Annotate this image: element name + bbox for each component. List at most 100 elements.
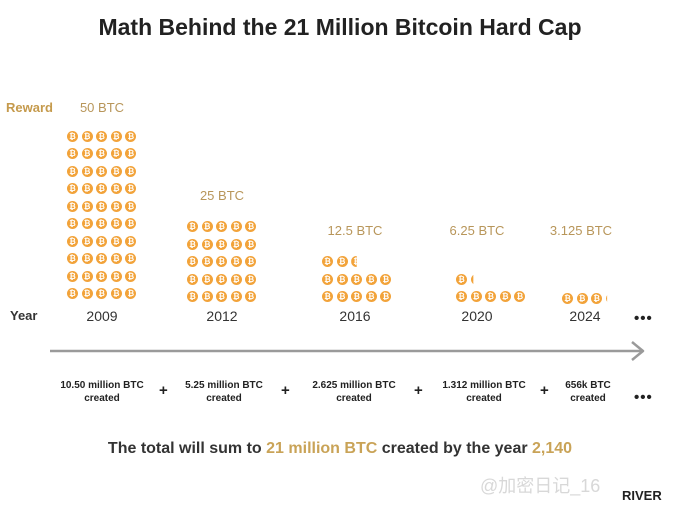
bitcoin-coin-icon: ₿ (67, 218, 78, 229)
created-2012-word: created (206, 393, 242, 404)
bitcoin-coin-icon: ₿ (125, 270, 137, 282)
bitcoin-coin-icon: ₿ (81, 130, 93, 142)
bitcoin-coin-icon: ₿ (216, 221, 228, 232)
bitcoin-coin-icon: ₿ (456, 291, 467, 302)
bitcoin-coin-icon: ₿ (336, 256, 348, 267)
bitcoin-coin-icon: ₿ (201, 291, 213, 302)
created-2009-amount: 10.50 million BTC (60, 380, 144, 391)
plus-sign-4: + (540, 382, 549, 399)
bitcoin-coin-icon: ₿ (230, 221, 242, 232)
bitcoin-coin-icon: ₿ (216, 256, 228, 267)
bitcoin-coin-icon: ₿ (125, 183, 137, 194)
total-middle: created by the year (377, 440, 533, 457)
reward-value-2016: 12.5 BTC (327, 223, 383, 238)
bitcoin-coin-icon: ₿ (67, 270, 78, 282)
page-title: Math Behind the 21 Million Bitcoin Hard … (98, 14, 582, 40)
bitcoin-coin-icon: ₿ (96, 288, 108, 299)
coin-stack-2012: ₿ ₿ ₿ ₿ ₿ ₿ ₿ ₿ ₿ ₿ ₿ ₿ ₿ ₿ ₿ ₿ ₿ ₿ ₿ ₿ ₿ ₿ ₿ ₿ ₿ (187, 212, 262, 302)
bitcoin-coin-icon: ₿ (245, 256, 257, 267)
bitcoin-coin-icon: ₿ (125, 148, 137, 159)
plus-sign-3: + (414, 382, 423, 399)
bitcoin-coin-icon: ₿ (110, 218, 122, 229)
bitcoin-coin-icon: ₿ (322, 256, 333, 267)
created-2020: 1.312 million BTC created (428, 379, 540, 405)
bitcoin-coin-icon: ₿ (336, 291, 348, 302)
plus-sign-2: + (281, 382, 290, 399)
bitcoin-coin-icon: ₿ (110, 200, 122, 212)
bitcoin-coin-icon: ₿ (245, 238, 257, 250)
bitcoin-coin-icon: ₿ (125, 200, 137, 212)
bitcoin-coin-icon: ₿ (245, 273, 257, 285)
reward-value-2020: 6.25 BTC (449, 223, 505, 238)
bitcoin-coin-icon: ₿ (125, 288, 137, 299)
bitcoin-coin-icon: ₿ (67, 148, 78, 159)
bitcoin-coin-icon: ₿ (110, 270, 122, 282)
bitcoin-coin-icon: ₿ (351, 273, 363, 285)
bitcoin-coin-icon: ₿ (230, 291, 242, 302)
bitcoin-coin-icon: ₿ (230, 238, 242, 250)
created-2024-amount: 656k BTC (565, 380, 611, 391)
bitcoin-coin-icon: ₿ (380, 273, 392, 285)
created-2012: 5.25 million BTC created (172, 379, 276, 405)
bitcoin-coin-icon: ₿ (125, 218, 137, 229)
total-prefix: The total will sum to (107, 440, 267, 457)
bitcoin-coin-icon: ₿ (470, 291, 482, 302)
bitcoin-coin-icon: ₿ (201, 238, 213, 250)
bitcoin-coin-icon: ₿ (96, 183, 108, 194)
bitcoin-coin-icon: ₿ (201, 221, 213, 232)
bitcoin-coin-icon: ₿ (110, 130, 122, 142)
bitcoin-coin-icon: ₿ (245, 291, 257, 302)
bitcoin-coin-icon: ₿ (351, 256, 357, 267)
bitcoin-coin-icon: ₿ (499, 291, 511, 302)
year-row-label: Year (10, 308, 38, 323)
bitcoin-coin-icon: ₿ (187, 256, 198, 267)
coin-stack-2024: ₿ ₿ ₿ ₿ (562, 264, 637, 304)
created-2020-amount: 1.312 million BTC (442, 380, 526, 391)
bitcoin-coin-icon: ₿ (110, 183, 122, 194)
bitcoin-coin-icon: ₿ (96, 130, 108, 142)
bitcoin-coin-icon: ₿ (470, 273, 474, 285)
coin-stack-2020: ₿ ₿ ₿ ₿ ₿ ₿ ₿ (456, 247, 531, 302)
bitcoin-coin-icon: ₿ (351, 291, 363, 302)
created-2009: 10.50 million BTC created (42, 379, 162, 405)
bitcoin-coin-icon: ₿ (67, 200, 78, 212)
bitcoin-coin-icon: ₿ (230, 256, 242, 267)
bitcoin-coin-icon: ₿ (96, 270, 108, 282)
timeline-arrow (50, 341, 645, 361)
bitcoin-coin-icon: ₿ (67, 165, 78, 177)
bitcoin-coin-icon: ₿ (81, 148, 93, 159)
bitcoin-coin-icon: ₿ (81, 200, 93, 212)
year-2012: 2012 (206, 308, 238, 324)
bitcoin-coin-icon: ₿ (216, 291, 228, 302)
year-2024: 2024 (569, 308, 601, 324)
bitcoin-coin-icon: ₿ (456, 273, 467, 285)
bitcoin-coin-icon: ₿ (96, 218, 108, 229)
reward-value-2024: 3.125 BTC (549, 223, 613, 238)
bitcoin-coin-icon: ₿ (365, 273, 377, 285)
year-2016: 2016 (339, 308, 371, 324)
bitcoin-coin-icon: ₿ (187, 238, 198, 250)
bitcoin-coin-icon: ₿ (67, 183, 78, 194)
bitcoin-coin-icon: ₿ (110, 288, 122, 299)
coin-stack-2016: ₿ ₿ ₿ ₿ ₿ ₿ ₿ ₿ ₿ ₿ ₿ ₿ ₿ (322, 247, 397, 302)
bitcoin-coin-icon: ₿ (81, 183, 93, 194)
bitcoin-coin-icon: ₿ (187, 273, 198, 285)
created-2024-word: created (570, 393, 606, 404)
bitcoin-coin-icon: ₿ (67, 130, 78, 142)
created-2016-word: created (336, 393, 372, 404)
river-logo: RIVER (622, 488, 662, 503)
bitcoin-coin-icon: ₿ (562, 293, 573, 304)
bitcoin-coin-icon: ₿ (380, 291, 392, 302)
bitcoin-coin-icon: ₿ (81, 270, 93, 282)
bitcoin-coin-icon: ₿ (110, 165, 122, 177)
coin-stack-2009: ₿ ₿ ₿ ₿ ₿ ₿ ₿ ₿ ₿ ₿ ₿ ₿ ₿ ₿ ₿ ₿ ₿ ₿ ₿ ₿ ₿ ₿ ₿ ₿ ₿ ₿ ₿ ₿ ₿ ₿ ₿ ₿ ₿ ₿ ₿ ₿ ₿ ₿ ₿ ₿… (67, 124, 142, 299)
bitcoin-coin-icon: ₿ (336, 273, 348, 285)
created-2020-word: created (466, 393, 502, 404)
watermark-text: @加密日记_16 (480, 476, 601, 496)
bitcoin-coin-icon: ₿ (96, 253, 108, 264)
bitcoin-coin-icon: ₿ (216, 273, 228, 285)
bitcoin-coin-icon: ₿ (96, 235, 108, 247)
year-2009: 2009 (86, 308, 118, 324)
bitcoin-coin-icon: ₿ (187, 221, 198, 232)
bitcoin-coin-icon: ₿ (96, 165, 108, 177)
